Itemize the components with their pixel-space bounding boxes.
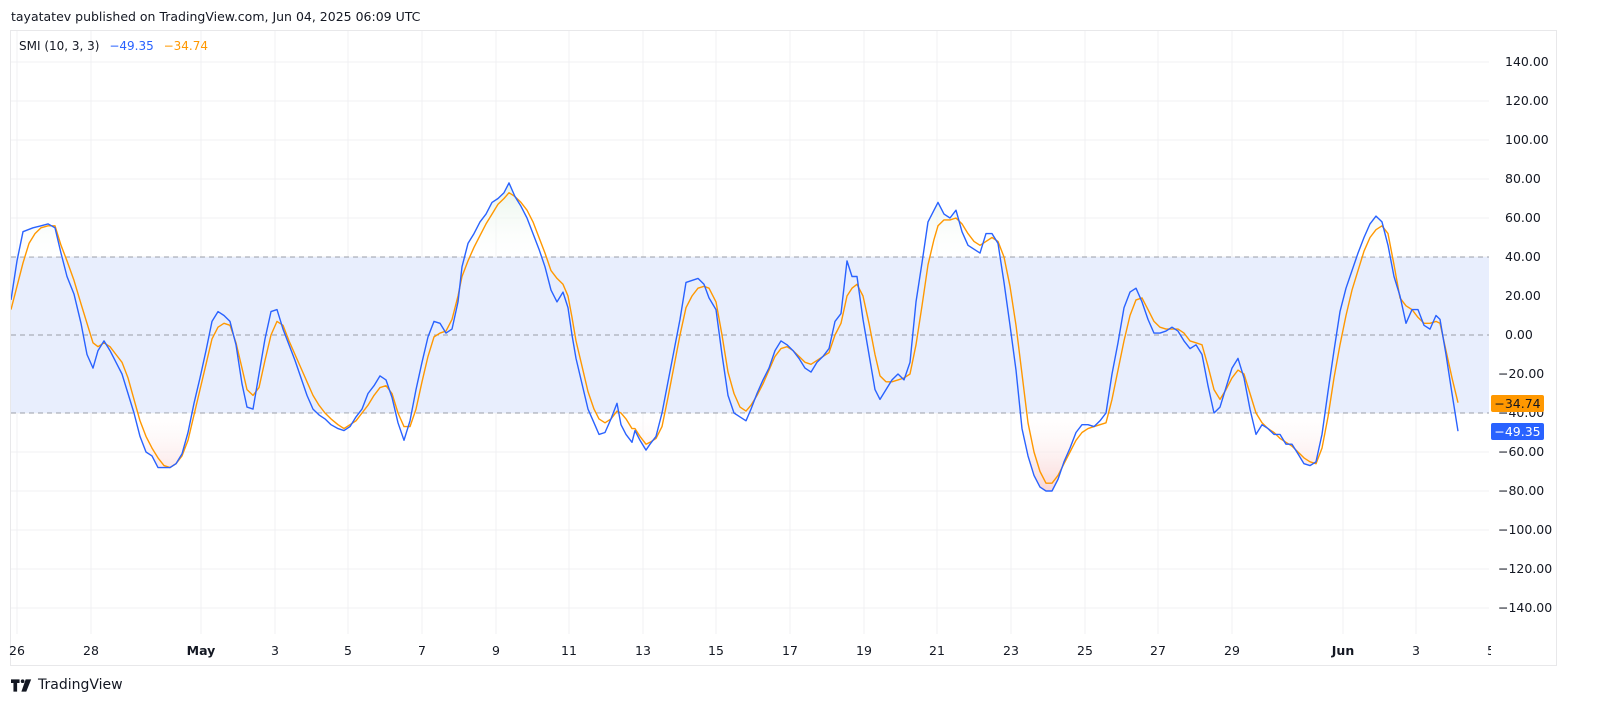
y-tick-label: 60.00: [1505, 210, 1541, 225]
y-tick-label: 0.00: [1505, 327, 1533, 342]
y-tick-label: 100.00: [1505, 132, 1549, 147]
x-tick-label: 5: [344, 643, 352, 658]
x-tick-label: 28: [83, 643, 99, 658]
series-lines: [11, 182, 1459, 492]
indicator-legend[interactable]: SMI (10, 3, 3) −49.35 −34.74: [19, 39, 208, 53]
x-tick-label: 5: [1487, 643, 1491, 658]
y-tick-label: −100.00: [1498, 522, 1553, 537]
signal-price-tag: −34.74: [1491, 395, 1544, 412]
signal-value: −34.74: [163, 39, 208, 53]
y-tick-label: −60.00: [1498, 444, 1545, 459]
x-tick-label: 19: [856, 643, 872, 658]
x-tick-label: Jun: [1331, 643, 1355, 658]
y-tick-label: −120.00: [1498, 561, 1553, 576]
x-tick-label: 3: [1412, 643, 1420, 658]
chart-frame: [10, 30, 1557, 666]
x-tick-label: 11: [561, 643, 577, 658]
extreme-fills: [11, 182, 1458, 491]
y-tick-label: −80.00: [1498, 483, 1545, 498]
x-tick-label: 26: [9, 643, 25, 658]
y-tick-label: 120.00: [1505, 93, 1549, 108]
smi-value: −49.35: [109, 39, 154, 53]
smi-line: [11, 182, 1459, 492]
y-tick-label: 80.00: [1505, 171, 1541, 186]
x-tick-label: 29: [1224, 643, 1240, 658]
x-tick-label: 25: [1077, 643, 1093, 658]
x-tick-label: 21: [929, 643, 945, 658]
x-tick-label: 23: [1003, 643, 1019, 658]
smi-price-tag: −49.35: [1491, 423, 1544, 440]
indicator-name: SMI (10, 3, 3): [19, 39, 100, 53]
x-tick-label: 15: [708, 643, 724, 658]
y-tick-label: −20.00: [1498, 366, 1545, 381]
x-tick-label: 27: [1150, 643, 1166, 658]
x-tick-label: May: [186, 643, 216, 658]
y-tick-label: 40.00: [1505, 249, 1541, 264]
x-tick-label: 9: [492, 643, 500, 658]
tradingview-branding[interactable]: TradingView: [11, 677, 123, 693]
brand-name: TradingView: [38, 677, 123, 693]
published-by-text: tayatatev published on TradingView.com, …: [11, 9, 421, 24]
tradingview-logo-icon: [11, 678, 32, 692]
x-tick-label: 17: [782, 643, 798, 658]
x-tick-label: 13: [635, 643, 651, 658]
x-tick-label: 3: [271, 643, 279, 658]
y-tick-label: 20.00: [1505, 288, 1541, 303]
y-tick-label: 140.00: [1505, 54, 1549, 69]
y-tick-label: −140.00: [1498, 600, 1553, 615]
signal-line: [11, 192, 1459, 484]
x-tick-label: 7: [418, 643, 426, 658]
